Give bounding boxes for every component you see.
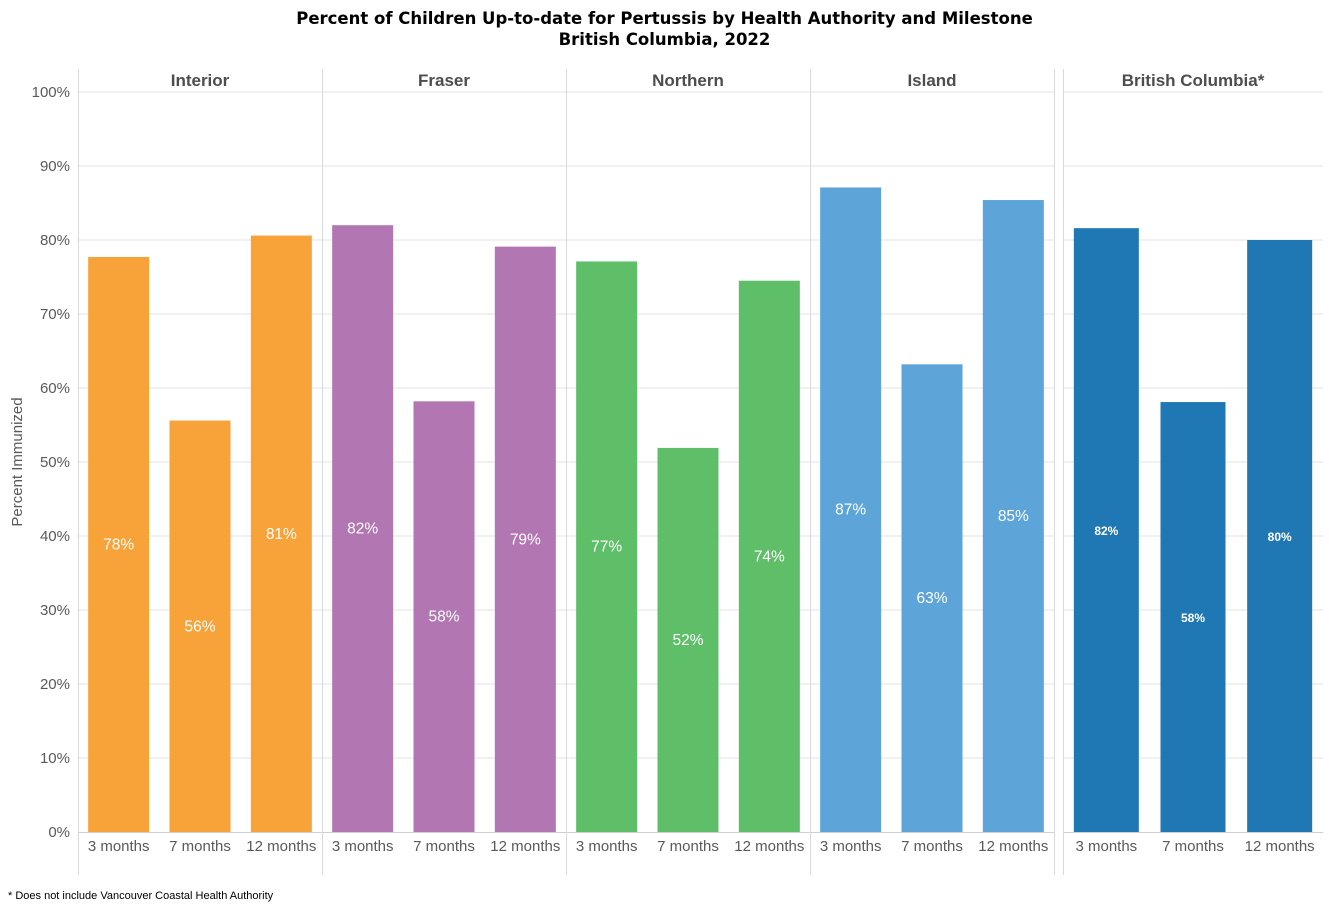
y-tick-label: 90% <box>40 158 70 175</box>
bar-island-7-months <box>901 364 963 832</box>
x-tick-label: 7 months <box>413 838 475 855</box>
y-tick-label: 30% <box>40 602 70 619</box>
y-tick-label: 10% <box>40 750 70 767</box>
y-tick-label: 70% <box>40 306 70 323</box>
data-label: 78% <box>103 537 134 554</box>
bar-interior-3-months <box>88 257 150 832</box>
panel-header-northern: Northern <box>652 71 724 90</box>
x-tick-label: 7 months <box>169 838 231 855</box>
y-tick-label: 80% <box>40 232 70 249</box>
data-label: 77% <box>591 539 622 556</box>
data-label: 87% <box>835 502 866 519</box>
data-label: 81% <box>266 526 297 543</box>
bar-northern-12-months <box>738 280 800 832</box>
y-axis-title: Percent Immunized <box>9 397 26 526</box>
x-tick-label: 12 months <box>1245 838 1315 855</box>
x-tick-label: 3 months <box>88 838 150 855</box>
chart-title: Percent of Children Up-to-date for Pertu… <box>0 8 1329 50</box>
data-label: 56% <box>184 618 215 635</box>
bar-fraser-12-months <box>494 246 556 832</box>
x-tick-label: 7 months <box>657 838 719 855</box>
x-tick-label: 3 months <box>576 838 638 855</box>
bar-fraser-3-months <box>332 225 394 832</box>
panel-header-island: Island <box>907 71 956 90</box>
chart-title-line2: British Columbia, 2022 <box>558 30 771 49</box>
x-tick-label: 7 months <box>1162 838 1224 855</box>
y-tick-label: 100% <box>32 84 70 101</box>
data-label: 58% <box>1181 611 1205 625</box>
x-tick-label: 12 months <box>246 838 316 855</box>
bar-island-12-months <box>982 200 1044 833</box>
data-label: 63% <box>916 590 947 607</box>
x-tick-label: 3 months <box>820 838 882 855</box>
footnote: * Does not include Vancouver Coastal Hea… <box>8 890 274 902</box>
panel-header-interior: Interior <box>171 71 230 90</box>
x-tick-label: 12 months <box>490 838 560 855</box>
bar-island-3-months <box>820 187 882 832</box>
data-label: 82% <box>1094 524 1118 538</box>
y-tick-label: 60% <box>40 380 70 397</box>
data-label: 82% <box>347 521 378 538</box>
data-label: 85% <box>998 508 1029 525</box>
bar-northern-3-months <box>576 261 638 833</box>
y-tick-label: 0% <box>48 824 70 841</box>
bar-british-columbia-12-months <box>1247 240 1313 832</box>
bar-british-columbia-7-months <box>1160 402 1226 832</box>
x-tick-label: 7 months <box>901 838 963 855</box>
bar-interior-7-months <box>169 420 231 832</box>
y-tick-label: 40% <box>40 528 70 545</box>
bar-northern-7-months <box>657 447 719 832</box>
data-label: 58% <box>428 609 459 626</box>
chart-title-line1: Percent of Children Up-to-date for Pertu… <box>296 9 1033 28</box>
y-tick-label: 50% <box>40 454 70 471</box>
data-label: 52% <box>672 632 703 649</box>
x-tick-label: 12 months <box>978 838 1048 855</box>
bar-interior-12-months <box>250 235 312 832</box>
bar-british-columbia-3-months <box>1073 228 1139 832</box>
x-tick-label: 12 months <box>734 838 804 855</box>
x-tick-label: 3 months <box>332 838 394 855</box>
bar-fraser-7-months <box>413 401 475 832</box>
panel-header-british-columbia: British Columbia* <box>1122 71 1265 90</box>
data-label: 80% <box>1268 530 1292 544</box>
data-label: 79% <box>510 531 541 548</box>
y-tick-label: 20% <box>40 676 70 693</box>
data-label: 74% <box>754 548 785 565</box>
panel-header-fraser: Fraser <box>418 71 470 90</box>
x-tick-label: 3 months <box>1075 838 1137 855</box>
